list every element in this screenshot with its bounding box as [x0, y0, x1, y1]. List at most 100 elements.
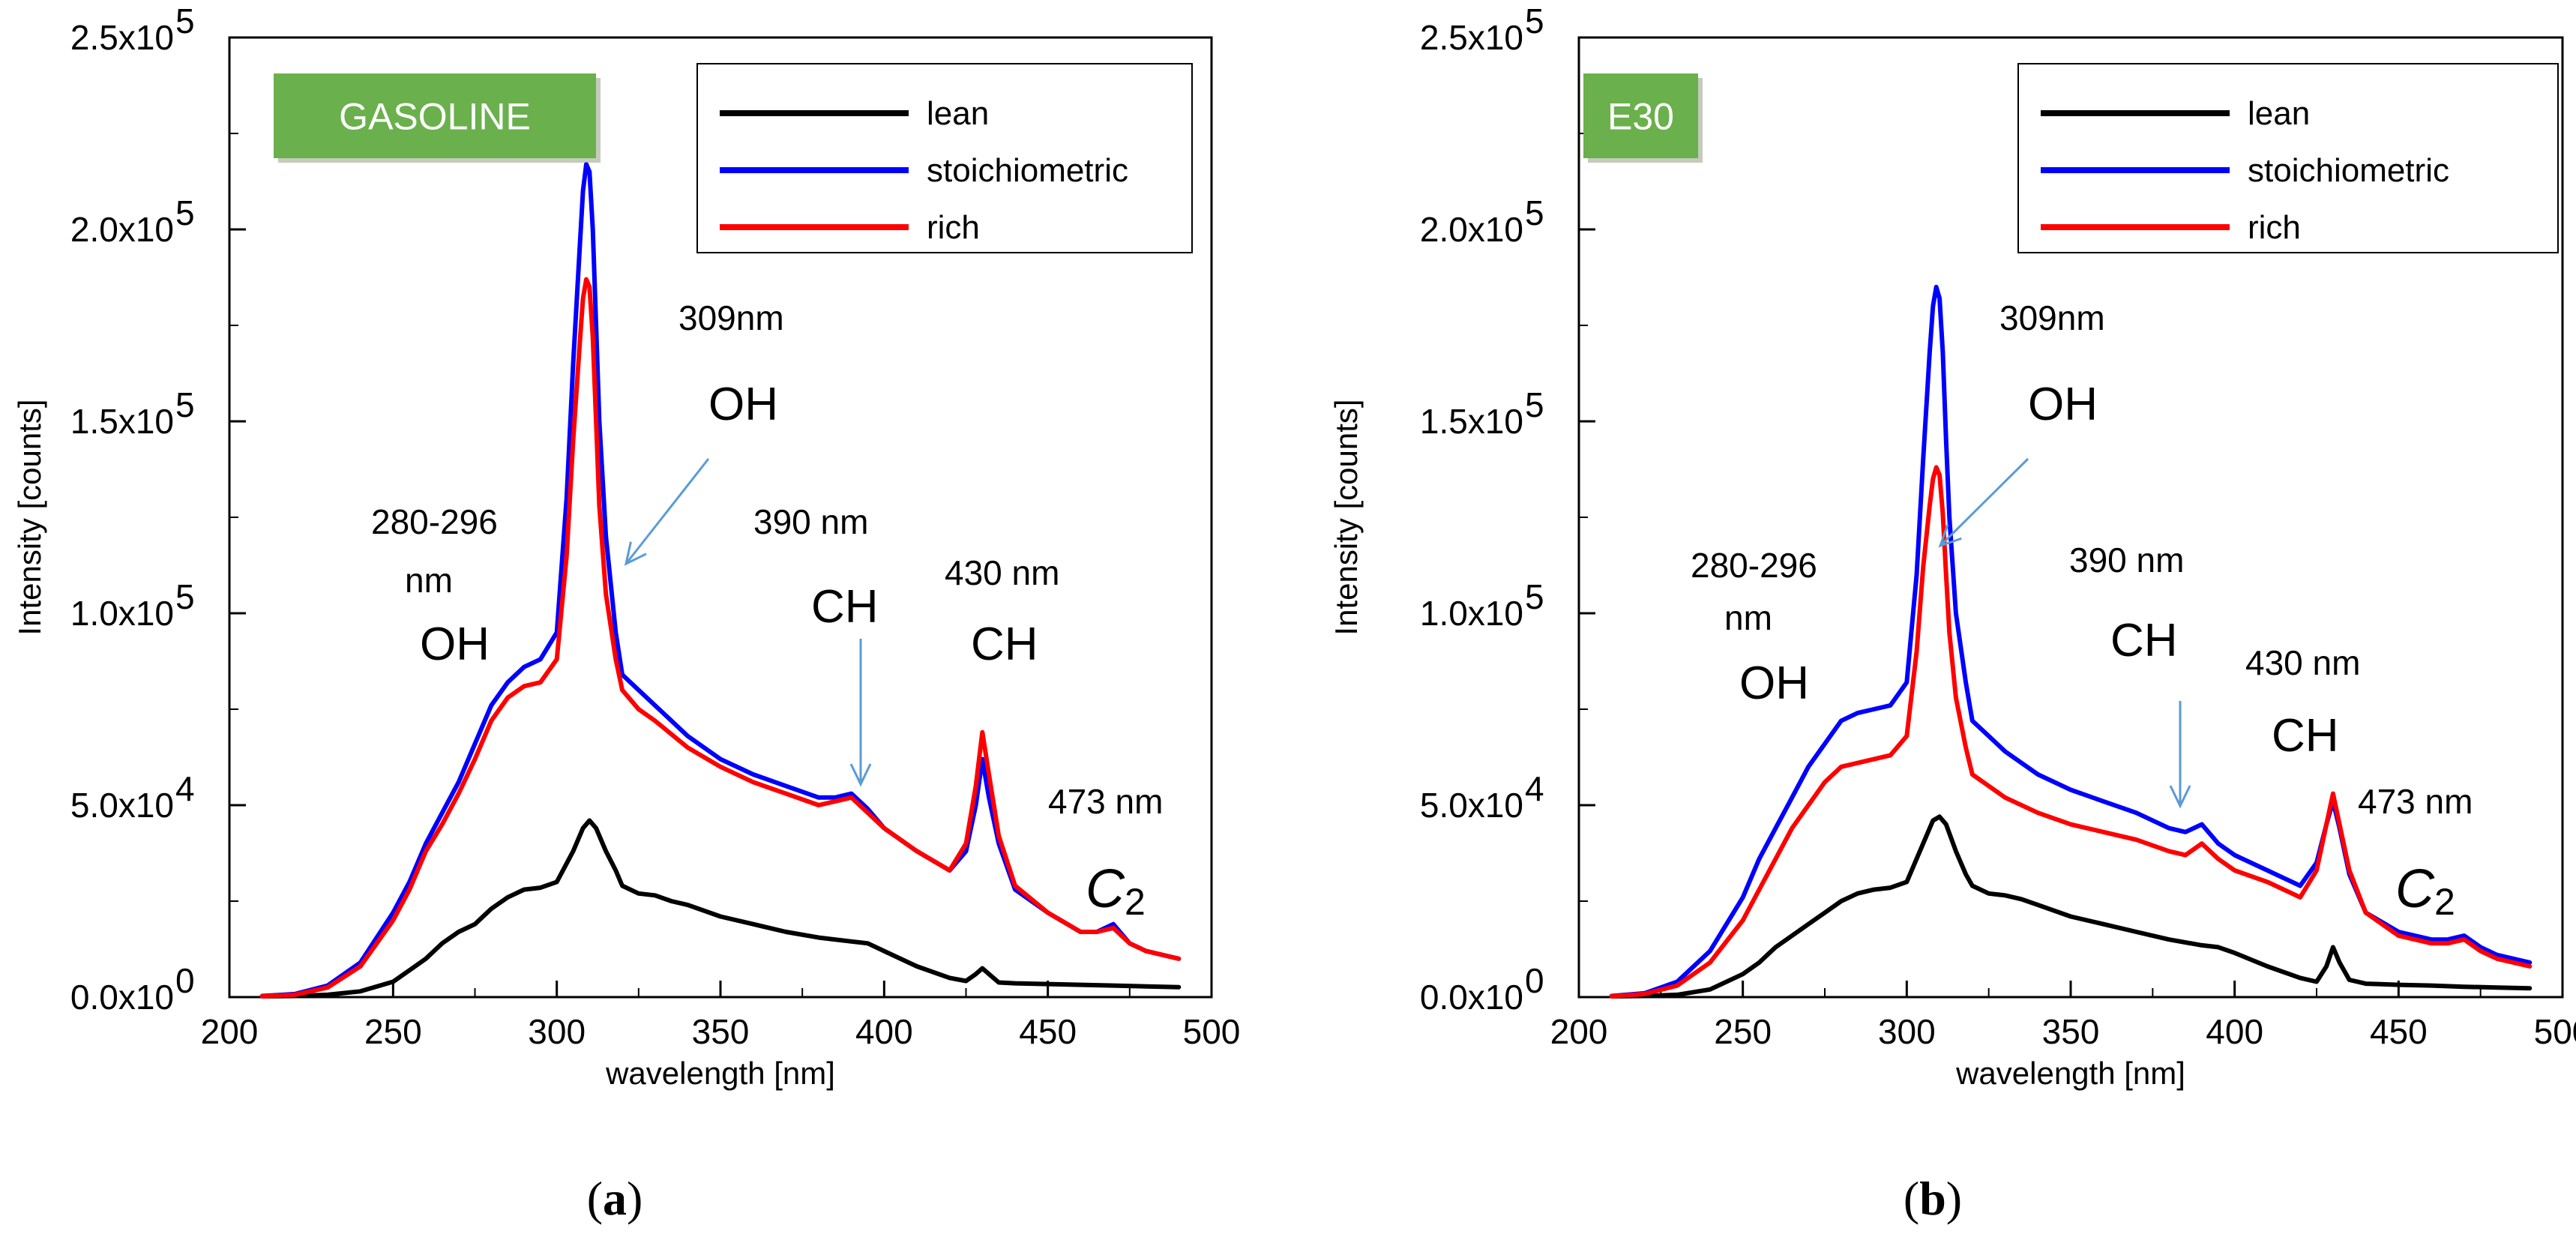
- y-tick-mantissa: 0.0x10: [1420, 978, 1523, 1017]
- fuel-badge: [1583, 73, 1698, 158]
- series-line-lean: [259, 818, 1182, 999]
- arrow-309nm: [1939, 457, 2029, 547]
- annotation-c2: C: [1086, 859, 1125, 919]
- y-tick-label: 1.0x10: [70, 594, 174, 633]
- y-tick-mantissa: 2.5x10: [1420, 18, 1523, 57]
- y-tick-mantissa: 2.0x10: [1420, 210, 1523, 249]
- y-tick-mantissa: 1.5x10: [1420, 402, 1523, 441]
- y-tick-mantissa: 1.0x10: [70, 594, 174, 633]
- annotation-430nm: 430 nm: [945, 553, 1059, 592]
- y-tick-exponent: 5: [175, 577, 195, 616]
- x-tick-label: 450: [1019, 1012, 1077, 1051]
- legend-label-stoichiometric: stoichiometric: [927, 152, 1128, 189]
- annotation-280-296: 280-296: [371, 502, 498, 541]
- annotation-oh-band: OH: [1739, 657, 1809, 709]
- legend-label-rich: rich: [927, 209, 980, 246]
- annotation-oh-309: OH: [708, 379, 778, 430]
- y-tick-label: 1.5x10: [1420, 402, 1523, 441]
- legend-box: [696, 63, 1193, 253]
- annotation-280-296-unit: nm: [405, 561, 453, 600]
- y-tick-exponent: 5: [1525, 1, 1544, 40]
- annotation-ch-390: CH: [811, 581, 879, 633]
- x-tick-label: 400: [855, 1012, 913, 1051]
- panel-caption-letter: b: [1919, 1172, 1946, 1225]
- y-tick-label: 2.5x10: [70, 18, 174, 57]
- y-tick-mantissa: 5.0x10: [1420, 786, 1523, 825]
- annotation-c2-subscript: 2: [1125, 881, 1146, 923]
- annotation-309nm: 309nm: [1999, 298, 2105, 337]
- y-tick-label: 2.0x10: [1420, 210, 1523, 249]
- annotation-473nm: 473 nm: [1048, 782, 1163, 821]
- fuel-badge-label: GASOLINE: [339, 96, 531, 138]
- annotation-309nm: 309nm: [678, 298, 784, 337]
- annotation-473nm: 473 nm: [2358, 782, 2473, 821]
- y-tick-exponent: 5: [175, 193, 195, 232]
- annotation-430nm: 430 nm: [2245, 643, 2360, 682]
- annotation-280-296: 280-296: [1691, 546, 1817, 585]
- annotation-c2-subscript: 2: [2434, 881, 2455, 923]
- x-tick-label: 250: [1714, 1012, 1772, 1051]
- y-tick-label: 5.0x10: [1420, 786, 1523, 825]
- series-line-rich: [1609, 465, 2533, 999]
- x-tick-label: 350: [2042, 1012, 2100, 1051]
- y-tick-exponent: 5: [1525, 193, 1544, 232]
- x-tick-label: 200: [201, 1012, 259, 1051]
- y-tick-exponent: 4: [175, 769, 195, 808]
- chart-panel-a: 200 250 300 350 400 450 500 0.0x10 0 5.0x10 4 1.0x1…: [12, 1, 1240, 1225]
- panel-caption: (b): [1904, 1172, 1962, 1225]
- panel-caption-letter: a: [603, 1172, 627, 1225]
- series-line-lean: [1609, 814, 2533, 999]
- fuel-badge-label: E30: [1607, 96, 1674, 138]
- x-axis-label: wavelength [nm]: [1955, 1056, 2185, 1091]
- y-axis-label: Intensity [counts]: [1328, 399, 1364, 635]
- legend-label-lean: lean: [927, 95, 989, 132]
- annotation-280-296-unit: nm: [1724, 598, 1772, 637]
- series-line-rich: [259, 277, 1182, 999]
- annotation-c2: C: [2395, 859, 2435, 919]
- arrow-390nm-head: [849, 763, 872, 787]
- y-tick-exponent: 4: [1525, 769, 1544, 808]
- annotation-390nm: 390 nm: [2069, 541, 2184, 580]
- arrow-309nm: [625, 458, 710, 565]
- y-tick-exponent: 5: [1525, 385, 1544, 424]
- y-tick-exponent: 5: [175, 1, 195, 40]
- annotation-ch-430: CH: [2272, 710, 2339, 762]
- panel-caption: (a): [587, 1172, 643, 1225]
- y-tick-exponent: 5: [175, 385, 195, 424]
- arrow-309nm-head: [1938, 524, 1962, 548]
- y-tick-mantissa: 5.0x10: [70, 786, 174, 825]
- y-tick-label: 1.5x10: [70, 402, 174, 441]
- y-tick-label: 0.0x10: [1420, 978, 1523, 1017]
- fuel-badge: [274, 73, 596, 158]
- x-tick-label: 200: [1550, 1012, 1608, 1051]
- y-tick-label: 1.0x10: [1420, 594, 1523, 633]
- x-axis-label: wavelength [nm]: [605, 1056, 835, 1091]
- annotation-390nm: 390 nm: [753, 502, 868, 541]
- x-tick-label: 500: [1183, 1012, 1241, 1051]
- annotation-oh-band: OH: [420, 618, 490, 670]
- x-tick-label: 450: [2370, 1012, 2428, 1051]
- y-tick-mantissa: 2.0x10: [70, 210, 174, 249]
- legend-box: [2017, 63, 2559, 253]
- y-tick-exponent: 0: [175, 961, 195, 1000]
- legend-label-stoichiometric: stoichiometric: [2248, 152, 2449, 189]
- arrow-309nm-head: [624, 541, 647, 566]
- y-tick-mantissa: 1.0x10: [1420, 594, 1523, 633]
- legend-label-rich: rich: [2248, 209, 2301, 246]
- x-tick-label: 300: [528, 1012, 586, 1051]
- y-tick-exponent: 0: [1525, 961, 1544, 1000]
- y-tick-label: 0.0x10: [70, 978, 174, 1017]
- y-tick-exponent: 5: [1525, 577, 1544, 616]
- legend-label-lean: lean: [2248, 95, 2310, 132]
- series-line-stoichiometric: [259, 162, 1182, 999]
- annotation-oh-309: OH: [2028, 379, 2098, 430]
- x-tick-label: 300: [1878, 1012, 1936, 1051]
- y-tick-mantissa: 2.5x10: [70, 18, 174, 57]
- arrow-390nm-head: [2169, 785, 2191, 809]
- x-tick-label: 350: [692, 1012, 750, 1051]
- x-tick-label: 250: [364, 1012, 422, 1051]
- y-tick-label: 2.0x10: [70, 210, 174, 249]
- x-tick-label: 500: [2534, 1012, 2576, 1051]
